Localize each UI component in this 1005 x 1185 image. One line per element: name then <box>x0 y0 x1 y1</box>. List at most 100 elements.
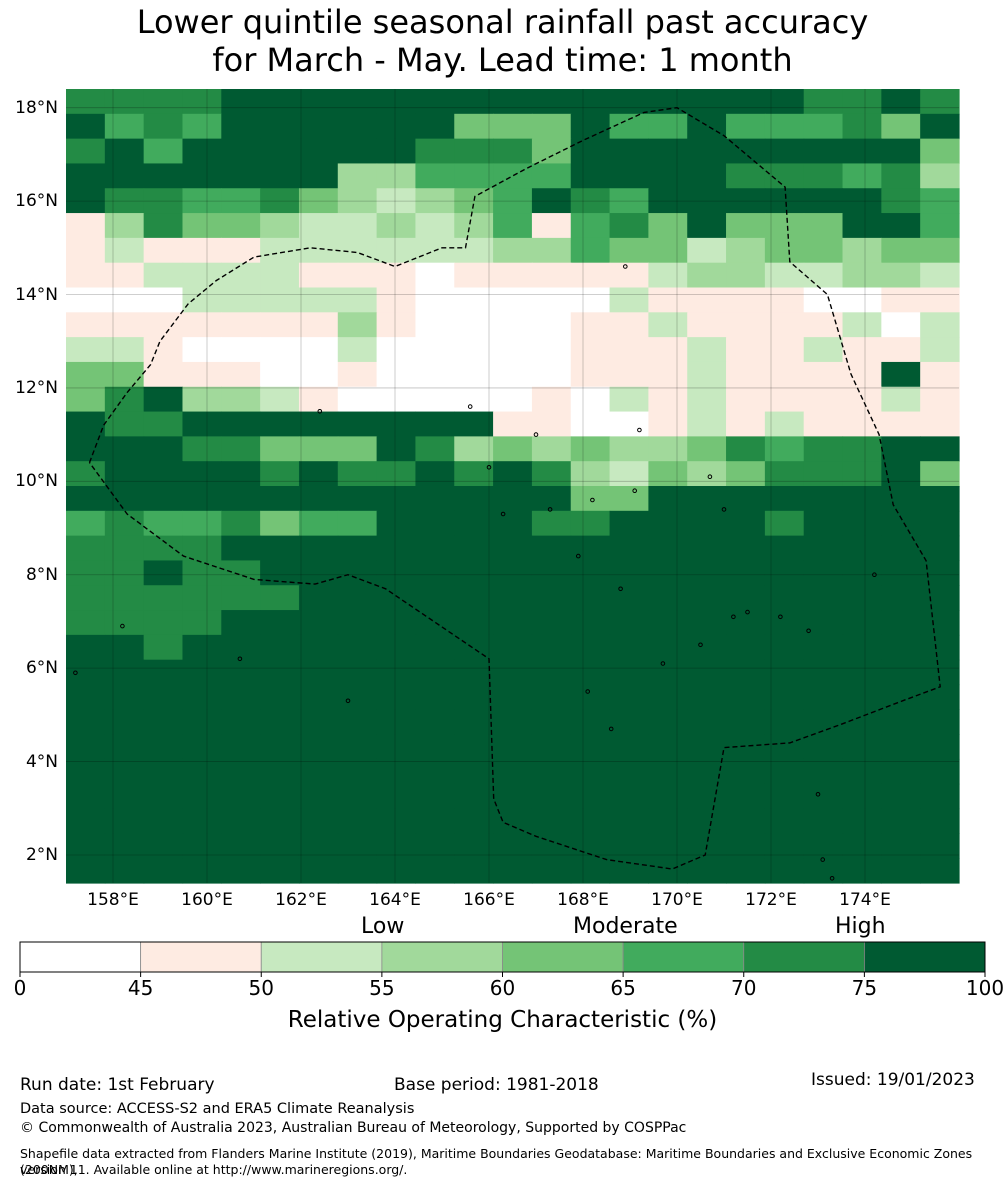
roc-cell <box>803 461 844 487</box>
island-outline <box>533 432 539 437</box>
roc-cell <box>803 659 844 686</box>
roc-cell <box>531 709 572 735</box>
roc-cell <box>842 287 882 313</box>
colorbar-tick-label: 45 <box>127 976 154 1000</box>
island-outline <box>623 264 628 269</box>
roc-cell <box>609 585 649 611</box>
roc-cell <box>570 213 611 239</box>
roc-cell <box>260 113 300 140</box>
roc-cell <box>687 361 727 388</box>
roc-cell <box>803 213 844 239</box>
roc-cell <box>221 510 261 537</box>
longitude-tick-label: 170°E <box>651 890 703 910</box>
roc-cell <box>842 783 882 810</box>
roc-cell <box>726 783 766 810</box>
roc-cell <box>260 734 300 760</box>
roc-cell <box>221 808 261 834</box>
roc-cell <box>531 138 572 165</box>
roc-cell <box>298 188 339 214</box>
roc-cell <box>531 386 572 413</box>
roc-cell <box>415 734 455 760</box>
roc-cell <box>881 138 921 165</box>
roc-cell <box>531 758 572 785</box>
island-outline <box>731 614 736 620</box>
roc-cell <box>454 461 494 487</box>
roc-cell <box>221 163 261 189</box>
roc-cell <box>337 808 378 834</box>
roc-cell <box>920 858 960 884</box>
roc-cell <box>648 510 688 537</box>
roc-cell <box>260 486 300 512</box>
roc-cell <box>260 436 300 462</box>
roc-cell <box>298 560 339 586</box>
roc-cell <box>609 411 649 437</box>
island-outline <box>576 553 581 559</box>
roc-cell <box>143 858 184 884</box>
roc-cell <box>66 634 106 661</box>
roc-cell <box>648 312 688 338</box>
roc-cell <box>221 610 261 636</box>
roc-cell <box>609 758 649 785</box>
roc-cell <box>104 858 145 884</box>
island-outline <box>547 507 553 512</box>
roc-cell <box>454 163 494 189</box>
roc-cell <box>143 808 184 834</box>
roc-cell <box>531 634 572 661</box>
roc-cell <box>221 411 261 437</box>
roc-cell <box>298 312 339 338</box>
roc-cell <box>143 188 184 214</box>
roc-cell <box>260 262 300 289</box>
roc-cell <box>260 89 300 115</box>
roc-cell <box>221 337 261 363</box>
roc-cell <box>260 411 300 437</box>
roc-cell <box>376 262 417 289</box>
roc-cell <box>920 510 960 537</box>
roc-cell <box>531 361 572 388</box>
roc-cell <box>764 89 805 115</box>
roc-cell <box>803 361 844 388</box>
roc-cell <box>454 510 494 537</box>
roc-cell <box>764 436 805 462</box>
roc-cell <box>298 808 339 834</box>
roc-cell <box>104 510 145 537</box>
roc-cell <box>182 436 222 462</box>
roc-cell <box>182 461 222 487</box>
roc-cell <box>454 560 494 586</box>
roc-cell <box>920 783 960 810</box>
roc-cell <box>66 237 106 264</box>
roc-cell <box>803 486 844 512</box>
latitude-tick-label: 4°N <box>25 751 58 772</box>
roc-cell <box>803 585 844 611</box>
roc-cell <box>104 659 145 686</box>
roc-cell <box>687 535 727 562</box>
roc-cell <box>260 684 300 710</box>
roc-cell <box>493 287 533 313</box>
roc-cell <box>104 113 145 140</box>
roc-cell <box>221 287 261 313</box>
roc-cell <box>376 361 417 388</box>
roc-cell <box>376 312 417 338</box>
roc-cell <box>337 634 378 661</box>
roc-cell <box>337 659 378 686</box>
roc-cell <box>337 610 378 636</box>
roc-cell <box>648 858 688 884</box>
roc-cell <box>648 337 688 363</box>
base-period: Base period: 1981-2018 <box>394 1075 599 1095</box>
roc-cell <box>66 386 106 413</box>
roc-cell <box>337 262 378 289</box>
roc-cell <box>920 411 960 437</box>
roc-cell <box>104 361 145 388</box>
roc-cell <box>881 560 921 586</box>
copyright: © Commonwealth of Australia 2023, Austra… <box>20 1120 687 1136</box>
roc-cell <box>726 808 766 834</box>
island-outline <box>590 497 595 503</box>
roc-cell <box>182 262 222 289</box>
roc-cell <box>182 734 222 760</box>
roc-cell <box>648 163 688 189</box>
roc-cell <box>609 237 649 264</box>
roc-cell <box>764 610 805 636</box>
roc-cell <box>298 411 339 437</box>
colorbar-tick-label: 50 <box>248 976 274 1000</box>
roc-cell <box>726 312 766 338</box>
roc-cell <box>726 113 766 140</box>
